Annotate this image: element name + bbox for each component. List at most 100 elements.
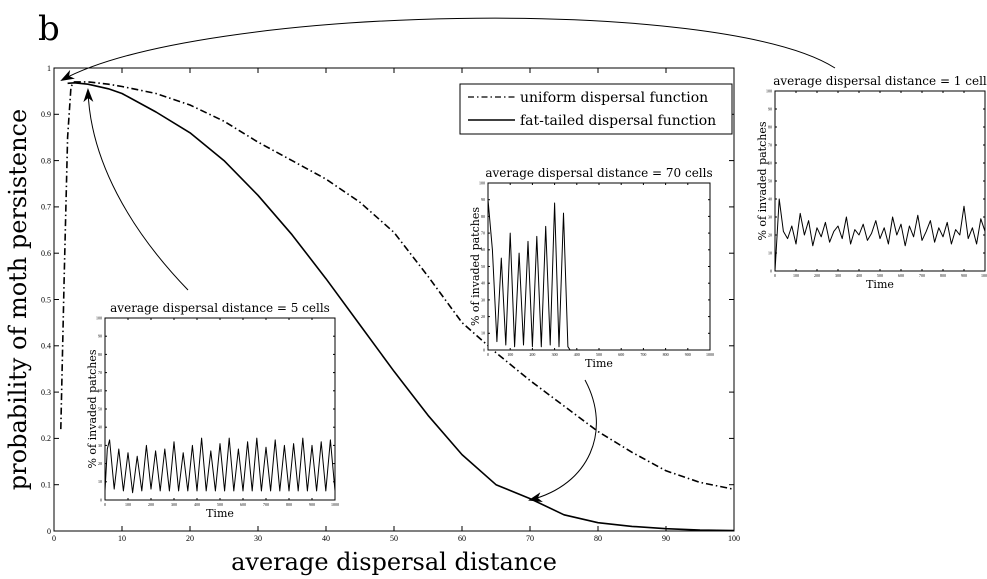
y-tick-label: 0.3 xyxy=(41,388,51,397)
y-tick-label: 100 xyxy=(479,180,485,185)
y-tick-label: 0 xyxy=(770,268,772,273)
series-line-0 xyxy=(774,198,986,272)
x-tick-label: 700 xyxy=(263,502,269,507)
arrow-5-cells-to-main xyxy=(83,88,189,291)
x-tick-label: 100 xyxy=(125,502,131,507)
chart-title: average dispersal distance = 70 cells xyxy=(485,166,712,180)
y-tick-label: 40 xyxy=(481,281,485,286)
x-tick-label: 100 xyxy=(507,352,513,357)
chart-title: average dispersal distance = 5 cells xyxy=(110,301,330,315)
x-axis-label: Time xyxy=(206,507,234,520)
x-tick-label: 400 xyxy=(574,352,580,357)
y-tick-label: 10 xyxy=(98,479,102,484)
arrow-1-cell-to-main xyxy=(60,17,836,81)
arrow-70-cells-to-main xyxy=(528,379,597,502)
x-axis-label: average dispersal distance xyxy=(231,548,557,576)
y-tick-label: 0 xyxy=(100,497,102,502)
y-axis-label: % of invaded patches xyxy=(469,207,482,326)
y-tick-label: 0.5 xyxy=(41,295,51,304)
series-line-0 xyxy=(487,199,710,351)
y-tick-label: 100 xyxy=(766,88,772,93)
x-tick-label: 700 xyxy=(919,273,925,278)
y-axis-label: probability of moth persistence xyxy=(4,109,32,490)
y-tick-label: 90 xyxy=(768,106,772,111)
y-tick-label: 0.4 xyxy=(41,342,51,351)
x-tick-label: 800 xyxy=(940,273,946,278)
inset-chart-1-cell: 0 100 200 300 400 500 600 700 800 900 1000 0 10 20 30 4… xyxy=(756,74,987,291)
y-tick-label: 60 xyxy=(98,388,102,393)
y-tick-label: 50 xyxy=(768,178,772,183)
series-line-1 xyxy=(67,82,735,532)
y-tick-label: 0.2 xyxy=(41,434,51,443)
y-tick-label: 20 xyxy=(98,461,102,466)
x-tick-label: 600 xyxy=(898,273,904,278)
x-tick-label: 900 xyxy=(309,502,315,507)
y-tick-label: 30 xyxy=(481,297,485,302)
y-tick-label: 40 xyxy=(98,425,102,430)
x-tick-label: 800 xyxy=(286,502,292,507)
inset-chart-5-cells: 0 100 200 300 400 500 600 700 800 900 1000 0 10 20 30 4… xyxy=(86,301,339,520)
y-tick-label: 70 xyxy=(481,231,485,236)
y-tick-label: 30 xyxy=(98,443,102,448)
y-tick-label: 10 xyxy=(481,331,485,336)
y-tick-label: 30 xyxy=(768,214,772,219)
x-tick-label: 70 xyxy=(526,534,534,543)
y-tick-label: 1 xyxy=(47,64,51,73)
x-tick-label: 0 xyxy=(487,352,489,357)
x-tick-label: 200 xyxy=(814,273,820,278)
x-tick-label: 900 xyxy=(961,273,967,278)
annotation-arrows xyxy=(60,17,836,502)
x-tick-label: 600 xyxy=(618,352,624,357)
x-tick-label: 500 xyxy=(217,502,223,507)
y-tick-label: 40 xyxy=(768,196,772,201)
x-tick-label: 90 xyxy=(662,534,670,543)
y-tick-label: 20 xyxy=(768,232,772,237)
x-tick-label: 40 xyxy=(322,534,330,543)
y-tick-label: 60 xyxy=(768,160,772,165)
x-tick-label: 800 xyxy=(663,352,669,357)
x-tick-label: 0 xyxy=(104,502,106,507)
x-axis-label: Time xyxy=(585,357,613,370)
y-tick-label: 50 xyxy=(98,406,102,411)
x-tick-label: 0 xyxy=(52,534,56,543)
x-tick-label: 60 xyxy=(458,534,466,543)
y-tick-label: 50 xyxy=(481,264,485,269)
y-tick-label: 70 xyxy=(768,142,772,147)
legend: uniform dispersal function fat-tailed di… xyxy=(459,83,733,135)
y-tick-label: 0.6 xyxy=(41,249,51,258)
x-tick-label: 1000 xyxy=(331,502,339,507)
y-tick-label: 0 xyxy=(483,347,485,352)
y-tick-label: 100 xyxy=(96,315,102,320)
series-line-0 xyxy=(60,81,735,491)
y-tick-label: 90 xyxy=(481,197,485,202)
y-tick-label: 90 xyxy=(98,334,102,339)
y-tick-label: 0.8 xyxy=(41,156,51,165)
x-tick-label: 500 xyxy=(596,352,602,357)
y-tick-label: 80 xyxy=(98,352,102,357)
x-tick-label: 500 xyxy=(877,273,883,278)
x-tick-label: 900 xyxy=(685,352,691,357)
y-tick-label: 0.7 xyxy=(41,203,51,212)
y-tick-label: 10 xyxy=(768,250,772,255)
y-tick-label: 0.1 xyxy=(41,481,51,490)
x-tick-label: 600 xyxy=(240,502,246,507)
x-tick-label: 100 xyxy=(728,534,740,543)
x-tick-label: 10 xyxy=(118,534,126,543)
plot-frame xyxy=(774,90,986,272)
y-tick-label: 80 xyxy=(481,214,485,219)
y-tick-label: 0 xyxy=(47,527,51,536)
x-tick-label: 50 xyxy=(390,534,398,543)
y-tick-label: 20 xyxy=(481,314,485,319)
series-line-0 xyxy=(104,437,336,494)
x-tick-label: 1000 xyxy=(706,352,714,357)
legend-label-uniform: uniform dispersal function xyxy=(520,90,708,106)
legend-label-fat-tailed: fat-tailed dispersal function xyxy=(520,113,716,129)
x-tick-label: 300 xyxy=(835,273,841,278)
x-tick-label: 80 xyxy=(594,534,602,543)
plot-frame xyxy=(487,182,711,351)
x-tick-label: 200 xyxy=(529,352,535,357)
plot-frame xyxy=(104,317,336,501)
x-axis-label: Time xyxy=(866,278,894,291)
x-tick-label: 30 xyxy=(254,534,262,543)
